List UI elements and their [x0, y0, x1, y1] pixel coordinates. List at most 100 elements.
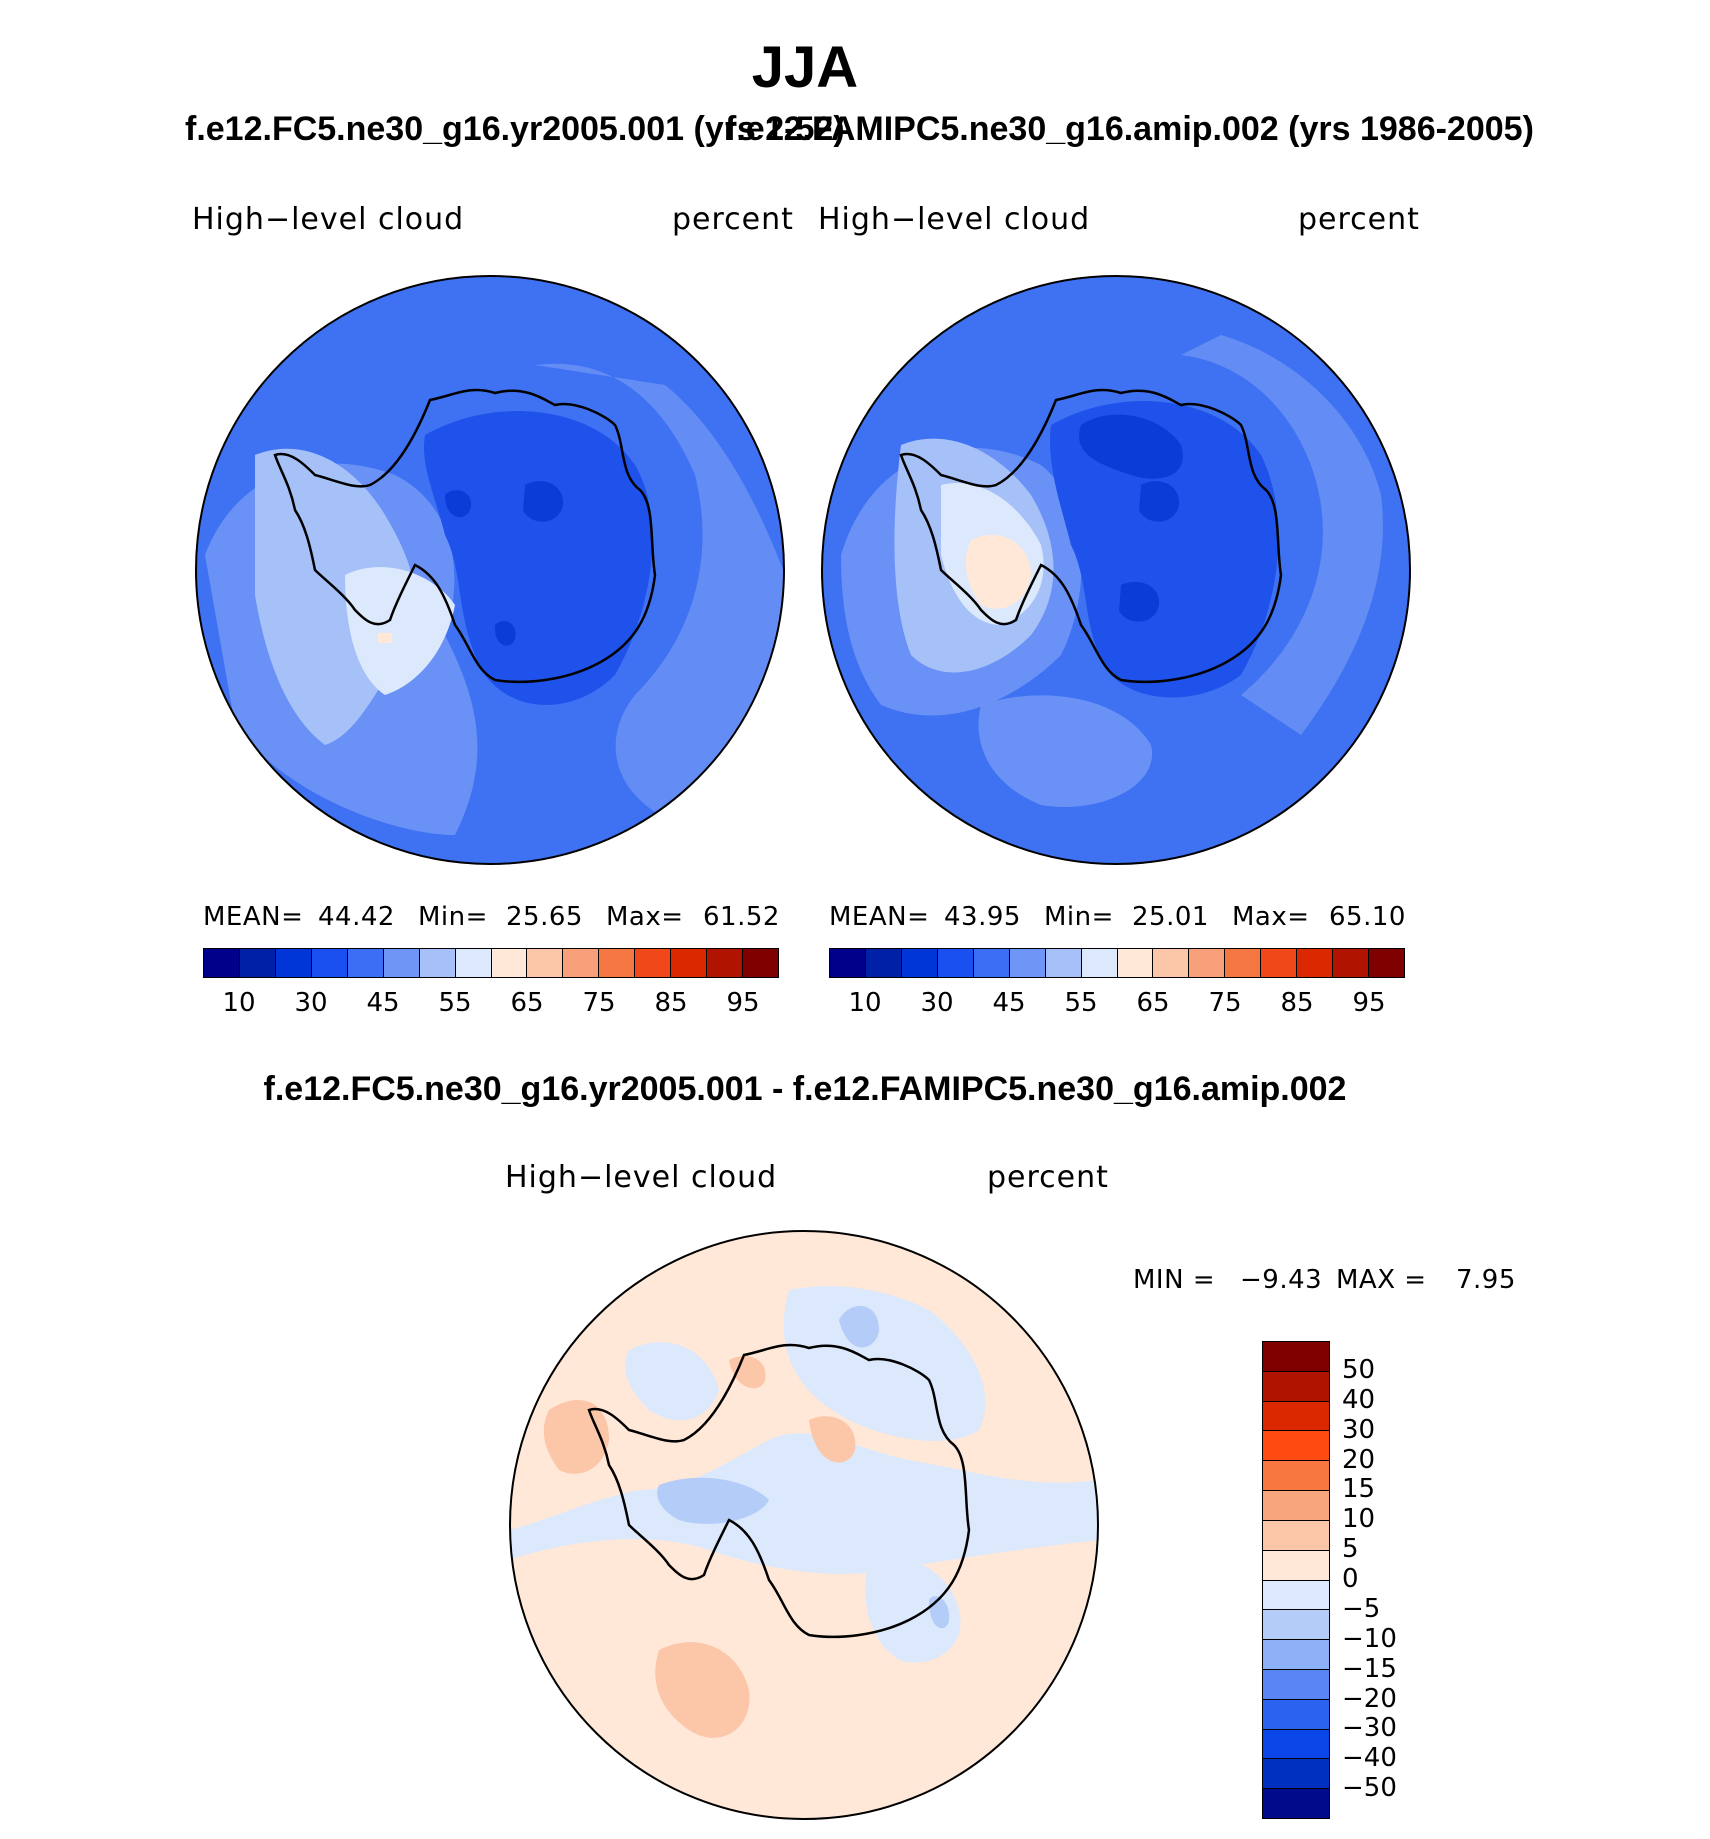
colorbar-swatch — [830, 949, 866, 977]
colorbar-swatch — [1263, 1520, 1329, 1551]
colorbar-tick-label: 10 — [222, 988, 256, 1018]
colorbar-swatch — [1153, 949, 1190, 977]
colorbar-swatch — [1263, 1789, 1329, 1818]
colorbar-tick-label: 65 — [1136, 988, 1170, 1018]
colorbar-swatch — [491, 949, 528, 977]
panel1-max-value: 61.52 — [703, 902, 780, 932]
colorbar-swatch — [1263, 1550, 1329, 1581]
diff-fill-neg-1 — [510, 1433, 1098, 1574]
colorbar-tick-label: 65 — [510, 988, 544, 1018]
colorbar-swatch — [1263, 1342, 1329, 1372]
colorbar-tick-label: 95 — [726, 988, 760, 1018]
panel2-mean-label: MEAN= — [829, 902, 930, 932]
colorbar-swatch — [599, 949, 636, 977]
map-panel2 — [821, 275, 1411, 865]
diff-fill-pos-2 — [655, 1642, 750, 1738]
colorbar-swatch — [419, 949, 456, 977]
colorbar-tick-label: −5 — [1342, 1593, 1381, 1624]
colorbar-swatch — [204, 949, 240, 977]
panel1-run-title: f.e12.FC5.ne30_g16.yr2005.001 (yrs 2-52) — [185, 110, 845, 148]
diff-max-label: MAX = — [1336, 1265, 1427, 1295]
panel2-variable-label: High−level cloud — [818, 202, 1091, 237]
diff-colorbar — [1262, 1341, 1330, 1819]
colorbar-swatch — [1263, 1729, 1329, 1760]
panel2-min-label: Min= — [1044, 902, 1114, 932]
panel1-min-label: Min= — [418, 902, 488, 932]
colorbar-swatch — [311, 949, 348, 977]
colorbar-swatch — [1081, 949, 1118, 977]
map2-fill-cream — [965, 534, 1031, 609]
panel2-min-value: 25.01 — [1132, 902, 1209, 932]
map2-fill-deep — [1050, 401, 1279, 698]
diff-fill-pos-3 — [809, 1416, 856, 1463]
colorbar-tick-label: 85 — [654, 988, 688, 1018]
colorbar-swatch — [1263, 1461, 1329, 1492]
map1-fill-deep — [424, 411, 653, 705]
map2-fill-darkest-3 — [1119, 581, 1160, 622]
diff-fill-pos-4 — [729, 1356, 766, 1389]
colorbar-tick-label: 0 — [1342, 1564, 1359, 1594]
map2-fill-medium-south — [978, 695, 1153, 807]
colorbar-swatch — [1263, 1699, 1329, 1730]
diff-coast — [587, 1343, 971, 1639]
colorbar-tick-label: 10 — [848, 988, 882, 1018]
colorbar-swatch — [1261, 949, 1298, 977]
colorbar-tick-label: 55 — [1064, 988, 1098, 1018]
colorbar-swatch — [635, 949, 672, 977]
colorbar-tick-label: −10 — [1342, 1623, 1397, 1654]
diff-variable-label: High−level cloud — [505, 1160, 778, 1195]
colorbar-tick-label: 75 — [582, 988, 616, 1018]
colorbar-tick-label: 40 — [1342, 1384, 1376, 1415]
panel1-mean-value: 44.42 — [318, 902, 395, 932]
colorbar-swatch — [1009, 949, 1046, 977]
colorbar-swatch — [1263, 1669, 1329, 1700]
colorbar-tick-label: 75 — [1208, 988, 1242, 1018]
panel1-mean-label: MEAN= — [203, 902, 304, 932]
map1-fill-darkest-1 — [445, 490, 472, 518]
colorbar-swatch — [1263, 1580, 1329, 1611]
panel1-colorbar-ticks: 10 30 45 55 65 75 85 95 — [203, 988, 779, 1018]
colorbar-swatch — [1297, 949, 1334, 977]
colorbar-tick-label: 20 — [1342, 1444, 1376, 1475]
diff-units-label: percent — [987, 1160, 1109, 1195]
colorbar-swatch — [275, 949, 312, 977]
map2-fill-darkest-1 — [1079, 414, 1183, 479]
map1-coast — [273, 388, 657, 684]
colorbar-tick-label: 10 — [1342, 1504, 1376, 1535]
colorbar-tick-label: −15 — [1342, 1653, 1397, 1684]
colorbar-swatch — [1263, 1401, 1329, 1432]
colorbar-swatch — [1263, 1759, 1329, 1790]
diff-min-label: MIN = — [1133, 1265, 1216, 1295]
map-panel1 — [195, 275, 785, 865]
colorbar-swatch — [1117, 949, 1154, 977]
colorbar-swatch — [937, 949, 974, 977]
panel2-max-label: Max= — [1232, 902, 1310, 932]
colorbar-swatch — [1263, 1431, 1329, 1462]
panel2-units-label: percent — [1298, 202, 1420, 237]
diff-fill-neg-3 — [865, 1557, 961, 1663]
panel1-max-label: Max= — [606, 902, 684, 932]
colorbar-swatch — [707, 949, 744, 977]
panel2-mean-value: 43.95 — [944, 902, 1021, 932]
colorbar-tick-label: 30 — [1342, 1414, 1376, 1445]
diff-min-value: −9.43 — [1240, 1265, 1323, 1295]
map2-fill-medium-east — [1181, 335, 1383, 735]
map-difference — [509, 1230, 1099, 1820]
panel1-min-value: 25.65 — [506, 902, 583, 932]
diff-fill-neg-dark-2 — [657, 1477, 769, 1524]
map1-fill-medium-east — [535, 363, 784, 835]
colorbar-swatch — [1263, 1640, 1329, 1670]
colorbar-tick-label: 95 — [1352, 988, 1386, 1018]
colorbar-swatch — [347, 949, 384, 977]
panel1-colorbar — [203, 948, 779, 978]
colorbar-tick-label: 5 — [1342, 1534, 1359, 1565]
colorbar-swatch — [671, 949, 708, 977]
colorbar-tick-label: −20 — [1342, 1683, 1397, 1714]
map2-fill-darkest-2 — [1139, 481, 1180, 522]
colorbar-swatch — [1369, 949, 1404, 977]
diff-max-value: 7.95 — [1456, 1265, 1516, 1295]
map2-coast — [899, 388, 1283, 684]
map1-fill-light-2 — [345, 566, 455, 695]
colorbar-swatch — [1225, 949, 1262, 977]
colorbar-tick-label: −40 — [1342, 1743, 1397, 1774]
